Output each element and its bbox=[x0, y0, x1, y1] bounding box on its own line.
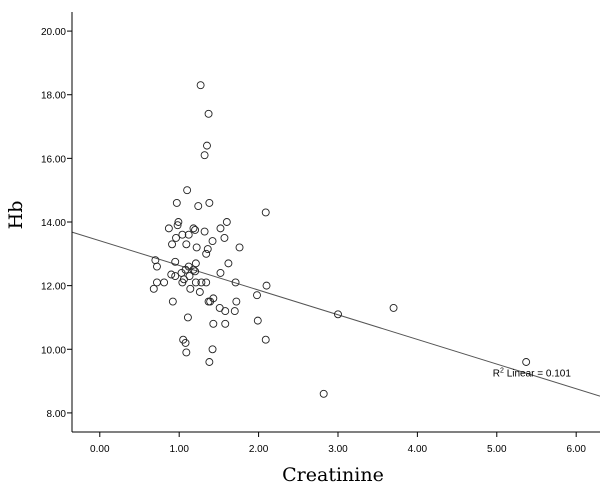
data-point bbox=[200, 151, 209, 160]
data-point bbox=[153, 262, 161, 271]
data-point bbox=[167, 270, 176, 279]
data-point bbox=[235, 243, 244, 252]
data-point bbox=[153, 278, 161, 287]
data-point bbox=[204, 109, 213, 118]
data-point bbox=[195, 288, 204, 296]
data-point bbox=[204, 297, 213, 306]
data-point bbox=[191, 226, 200, 234]
data-point bbox=[208, 237, 217, 246]
x-tick-label: 4.00 bbox=[408, 444, 428, 455]
data-point bbox=[261, 208, 270, 217]
r-squared-annotation: R2 Linear = 0.101 bbox=[493, 367, 572, 379]
data-point bbox=[389, 303, 398, 312]
data-point bbox=[216, 224, 225, 233]
data-point bbox=[184, 230, 193, 239]
data-point bbox=[171, 257, 180, 266]
data-point bbox=[319, 389, 328, 398]
x-tick-label: 3.00 bbox=[328, 444, 348, 455]
data-point bbox=[203, 141, 211, 150]
data-point bbox=[205, 198, 214, 207]
data-point bbox=[174, 218, 183, 226]
data-point bbox=[221, 319, 230, 328]
data-point bbox=[253, 291, 261, 300]
x-tick-label: 5.00 bbox=[487, 444, 507, 455]
data-point bbox=[191, 267, 200, 276]
data-point bbox=[186, 284, 195, 293]
data-point bbox=[197, 278, 206, 287]
x-ticks-layer: 0.00 1.00 2.00 3.00 4.00 5.00 6.00 bbox=[90, 432, 586, 455]
data-point bbox=[168, 297, 177, 306]
data-point bbox=[202, 278, 211, 287]
data-point bbox=[183, 313, 192, 322]
data-point bbox=[181, 338, 190, 347]
fit-line-layer bbox=[71, 231, 600, 397]
points-layer bbox=[149, 81, 531, 398]
y-tick-label: 20.00 bbox=[41, 27, 66, 38]
data-point bbox=[149, 284, 158, 293]
data-point bbox=[196, 81, 205, 90]
data-point bbox=[221, 307, 230, 316]
y-axis-title: Hb bbox=[5, 201, 27, 230]
data-point bbox=[191, 278, 200, 287]
x-tick-label: 2.00 bbox=[249, 444, 269, 455]
data-point bbox=[261, 335, 270, 344]
data-point bbox=[189, 265, 198, 274]
data-point bbox=[182, 348, 191, 357]
data-point bbox=[231, 278, 240, 287]
data-point bbox=[232, 297, 241, 306]
data-point bbox=[194, 202, 203, 211]
data-point bbox=[173, 221, 182, 230]
data-point bbox=[182, 240, 191, 249]
data-point bbox=[334, 310, 342, 319]
x-tick-label: 6.00 bbox=[566, 444, 586, 455]
data-point bbox=[222, 218, 231, 226]
data-point bbox=[160, 278, 169, 287]
data-point bbox=[262, 281, 271, 290]
data-point bbox=[209, 319, 218, 328]
data-point bbox=[172, 198, 181, 207]
y-tick-label: 10.00 bbox=[41, 345, 66, 356]
data-point bbox=[202, 249, 211, 258]
data-point bbox=[178, 230, 187, 239]
y-tick-label: 18.00 bbox=[41, 91, 66, 102]
fit-line bbox=[71, 231, 600, 397]
data-point bbox=[216, 268, 225, 277]
data-point bbox=[192, 243, 201, 252]
y-tick-label: 14.00 bbox=[41, 218, 66, 229]
x-axis-title: Creatinine bbox=[282, 464, 384, 486]
data-point bbox=[183, 186, 192, 195]
data-point bbox=[230, 307, 239, 316]
data-point bbox=[208, 345, 217, 354]
data-point bbox=[253, 316, 262, 325]
data-point bbox=[164, 224, 173, 233]
x-tick-label: 0.00 bbox=[90, 444, 110, 455]
data-point bbox=[220, 233, 229, 242]
data-point bbox=[203, 245, 212, 253]
x-tick-label: 1.00 bbox=[169, 444, 189, 455]
y-tick-label: 12.00 bbox=[41, 282, 66, 293]
data-point bbox=[189, 224, 198, 233]
data-point bbox=[172, 233, 180, 242]
y-tick-label: 16.00 bbox=[41, 154, 66, 165]
data-point bbox=[200, 227, 209, 236]
y-tick-label: 8.00 bbox=[47, 409, 67, 420]
data-point bbox=[522, 358, 531, 366]
data-point bbox=[168, 240, 176, 249]
data-point bbox=[224, 259, 233, 268]
data-point bbox=[205, 358, 214, 366]
data-point bbox=[178, 278, 187, 287]
data-point bbox=[171, 272, 180, 281]
y-ticks-layer: 8.00 10.00 12.00 14.00 16.00 18.00 20.00 bbox=[41, 27, 72, 420]
